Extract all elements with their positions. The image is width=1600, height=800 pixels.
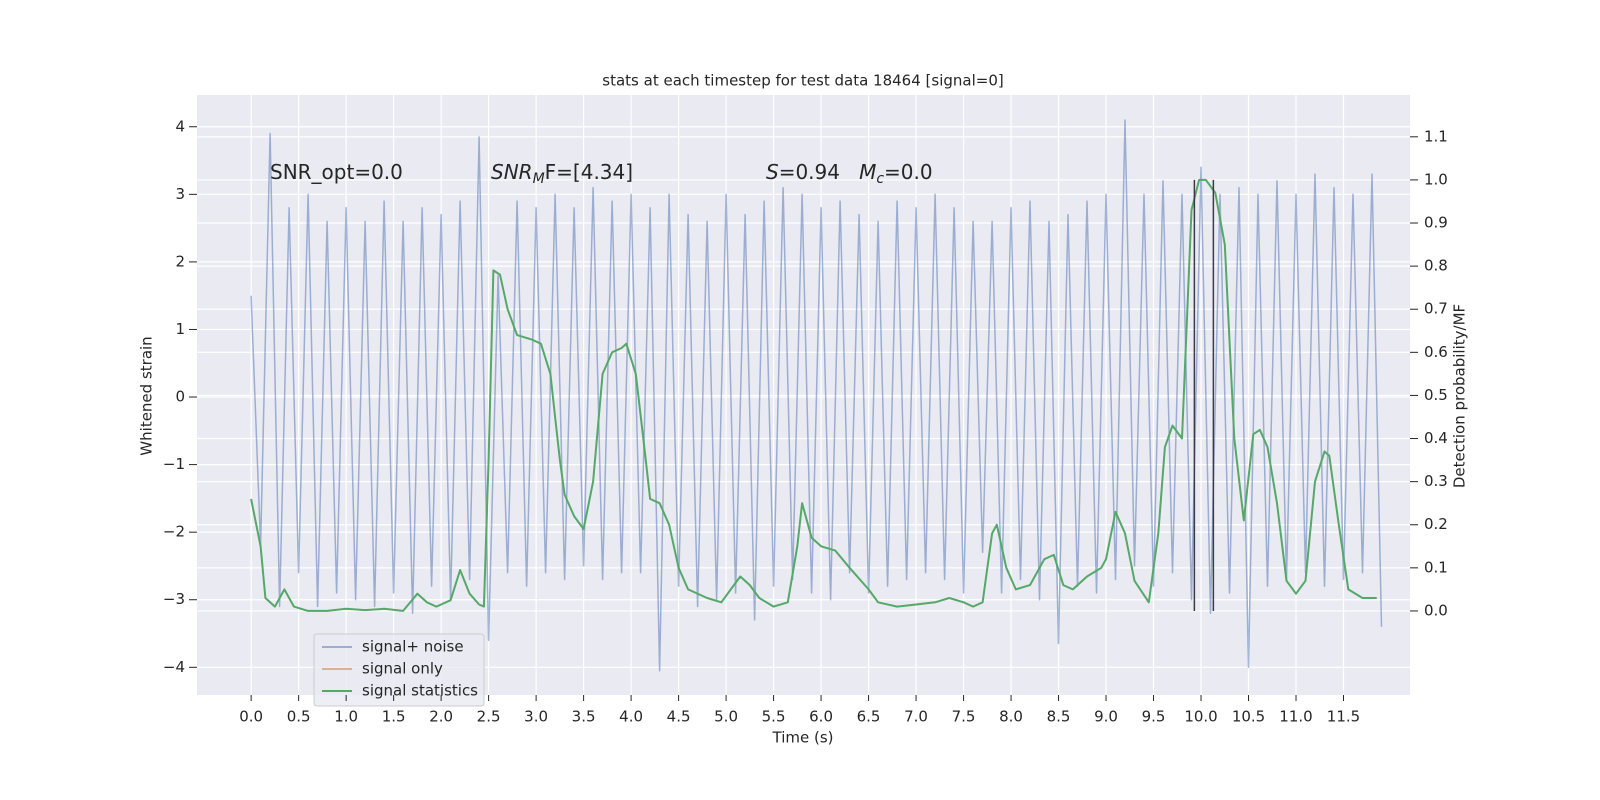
x-tick-label: 1.5 bbox=[382, 708, 406, 726]
y2-tick-label: 0.1 bbox=[1424, 558, 1448, 576]
y2-axis-label: Detection probability/MF bbox=[1451, 304, 1469, 488]
x-tick-label: 7.0 bbox=[904, 708, 928, 726]
x-tick-label: 10.0 bbox=[1184, 708, 1217, 726]
x-tick-label: 3.0 bbox=[524, 708, 548, 726]
y2-tick-label: 0.0 bbox=[1424, 601, 1448, 619]
y2-tick-label: 1.0 bbox=[1424, 170, 1448, 188]
y-tick-label: 3 bbox=[175, 185, 185, 203]
x-tick-label: 2.0 bbox=[429, 708, 453, 726]
y-tick-label: −3 bbox=[163, 590, 185, 608]
y2-tick-label: 0.4 bbox=[1424, 429, 1448, 447]
x-tick-label: 6.5 bbox=[857, 708, 881, 726]
annotation: SNR_opt=0.0 bbox=[270, 160, 403, 184]
chart-title: stats at each timestep for test data 184… bbox=[602, 72, 1003, 90]
annotation-part: SNR bbox=[491, 160, 533, 184]
y2-tick-label: 1.1 bbox=[1424, 127, 1448, 145]
y2-tick-label: 0.6 bbox=[1424, 343, 1448, 361]
x-tick-label: 5.0 bbox=[714, 708, 738, 726]
y-tick-label: 2 bbox=[175, 252, 185, 270]
y-tick-label: −1 bbox=[163, 455, 185, 473]
x-tick-label: 8.0 bbox=[999, 708, 1023, 726]
legend-box bbox=[313, 633, 485, 707]
x-tick-label: 11.0 bbox=[1279, 708, 1312, 726]
x-tick-label: 6.0 bbox=[809, 708, 833, 726]
y2-tick-label: 0.8 bbox=[1424, 257, 1448, 275]
y2-tick-label: 0.3 bbox=[1424, 472, 1448, 490]
x-tick-label: 0.0 bbox=[239, 708, 263, 726]
legend-label: signal+ noise bbox=[362, 638, 464, 656]
x-tick-label: 4.0 bbox=[619, 708, 643, 726]
series-line bbox=[250, 178, 1377, 612]
annotation-part: S bbox=[766, 160, 779, 184]
x-tick-label: 11.5 bbox=[1327, 708, 1360, 726]
x-axis-label: Time (s) bbox=[772, 729, 834, 747]
annotation-part: F=[4.34] bbox=[545, 160, 633, 184]
annotation-part: c bbox=[876, 171, 884, 187]
y-tick-label: 1 bbox=[175, 320, 185, 338]
y2-tick-label: 0.7 bbox=[1424, 300, 1448, 318]
x-tick-label: 2.5 bbox=[477, 708, 501, 726]
y2-tick-label: 0.9 bbox=[1424, 214, 1448, 232]
annotation-part: M bbox=[533, 171, 545, 187]
y-tick-label: −2 bbox=[163, 523, 185, 541]
x-tick-label: 9.0 bbox=[1094, 708, 1118, 726]
series-line bbox=[250, 119, 1383, 672]
x-tick-label: 4.5 bbox=[667, 708, 691, 726]
y2-tick-label: 0.5 bbox=[1424, 386, 1448, 404]
x-tick-label: 7.5 bbox=[952, 708, 976, 726]
y-tick-label: 4 bbox=[175, 117, 185, 135]
y-tick-label: −4 bbox=[163, 658, 185, 676]
annotation: SNRMF=[4.34] bbox=[491, 160, 633, 188]
x-tick-label: 8.5 bbox=[1047, 708, 1071, 726]
y-tick-label: 0 bbox=[175, 388, 185, 406]
annotation: S=0.94 Mc=0.0 bbox=[766, 160, 933, 188]
x-tick-label: 1.0 bbox=[334, 708, 358, 726]
legend-label: signal only bbox=[362, 660, 443, 678]
legend: signal+ noise signal only signal statistic… bbox=[313, 633, 485, 707]
annotation-part: M bbox=[859, 160, 876, 184]
y2-tick-label: 0.2 bbox=[1424, 515, 1448, 533]
x-tick-label: 3.5 bbox=[572, 708, 596, 726]
annotation-part: =0.0 bbox=[884, 160, 933, 184]
legend-label: signal statistics bbox=[362, 682, 478, 700]
annotation-part: SNR_opt=0.0 bbox=[270, 160, 403, 184]
x-tick-label: 10.5 bbox=[1232, 708, 1265, 726]
x-tick-label: 5.5 bbox=[762, 708, 786, 726]
x-tick-label: 0.5 bbox=[287, 708, 311, 726]
annotation-part: =0.94 bbox=[779, 160, 859, 184]
y-axis-label: Whitened strain bbox=[138, 336, 156, 455]
x-tick-label: 9.5 bbox=[1142, 708, 1166, 726]
